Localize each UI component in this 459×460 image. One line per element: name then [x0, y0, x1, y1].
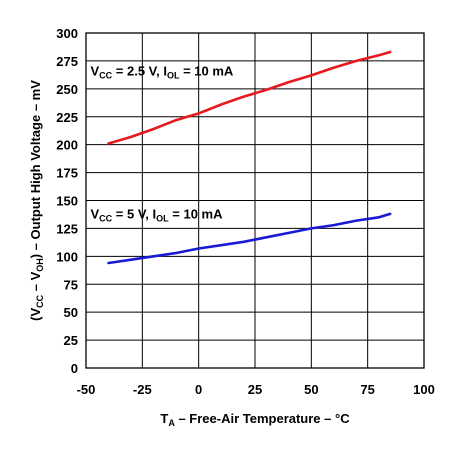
series-annotations: VCC = 2.5 V, IOL = 10 mA VCC = 5 V, IOL =…: [91, 63, 234, 223]
y-tick-label: 150: [56, 194, 78, 209]
x-tick-label: -25: [133, 382, 152, 397]
y-axis-title: (VCC – VOH) – Output High Voltage – mV: [28, 80, 45, 321]
y-tick-label: 275: [56, 54, 78, 69]
x-tick-label: 25: [248, 382, 262, 397]
grid-lines: [85, 32, 425, 369]
y-tick-label: 175: [56, 166, 78, 181]
y-tick-label: 125: [56, 221, 78, 236]
y-tick-label: 300: [56, 26, 78, 41]
series-line-1: [107, 50, 392, 145]
x-tick-label: -50: [77, 382, 96, 397]
y-tick-label: 225: [56, 110, 78, 125]
x-axis-title: TA – Free-Air Temperature – °C: [160, 411, 350, 428]
plot-frame: [85, 32, 425, 369]
x-tick-label: 100: [413, 382, 435, 397]
y-tick-label: 250: [56, 82, 78, 97]
x-tick-label: 50: [304, 382, 318, 397]
y-tick-label: 200: [56, 138, 78, 153]
y-tick-label: 75: [64, 277, 78, 292]
y-tick-label: 100: [56, 249, 78, 264]
y-tick-label: 0: [71, 361, 78, 376]
series-lines: [107, 50, 392, 265]
x-tick-label: 0: [195, 382, 202, 397]
series-line-2: [107, 212, 392, 265]
series-label-2: VCC = 5 V, IOL = 10 mA: [91, 206, 224, 223]
y-tick-label: 25: [64, 333, 78, 348]
tick-labels: -50 -25 0 25 50 75 100 0 25 50 75 100 125 150 175 200 22…: [56, 26, 435, 397]
series-label-1: VCC = 2.5 V, IOL = 10 mA: [91, 63, 234, 80]
y-tick-label: 50: [64, 305, 78, 320]
x-tick-label: 75: [360, 382, 374, 397]
